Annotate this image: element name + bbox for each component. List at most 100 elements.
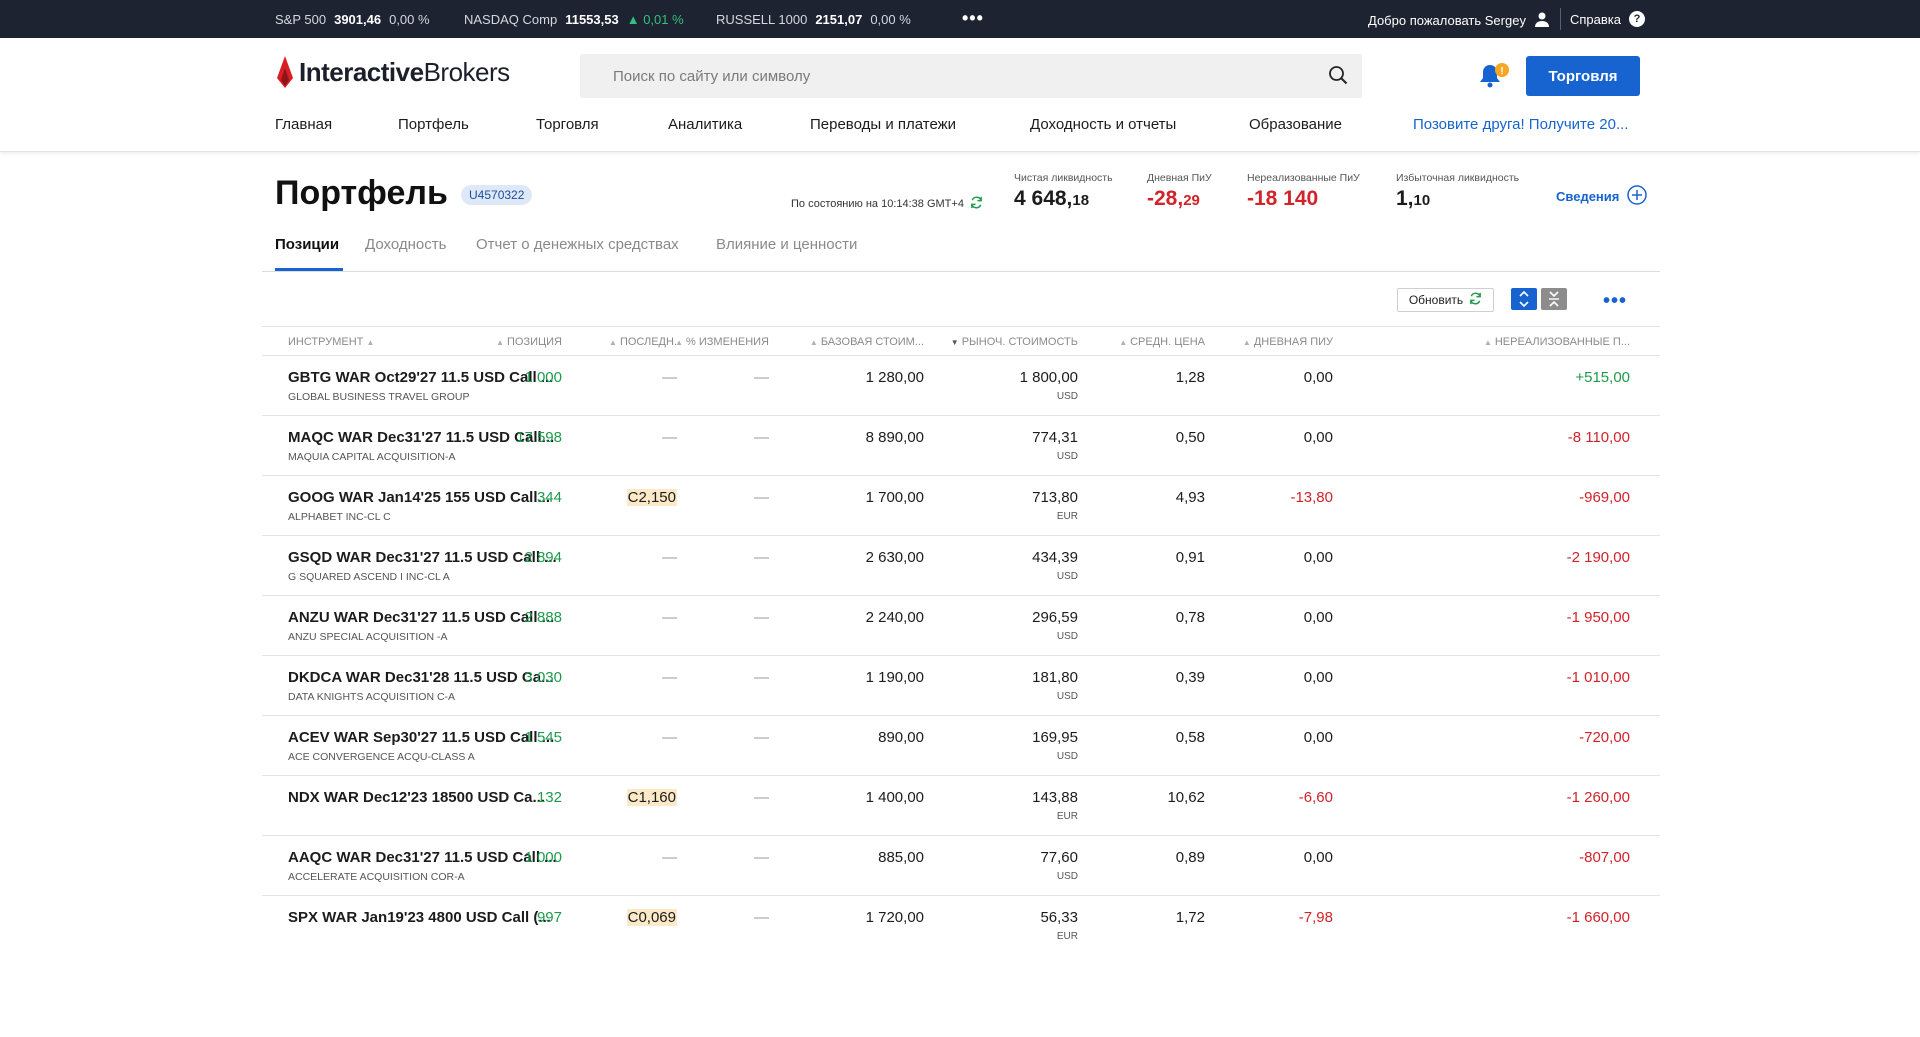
- refresh-button[interactable]: Обновить: [1397, 288, 1494, 312]
- change-percent: —: [754, 489, 769, 506]
- position-value: 2 894: [524, 549, 562, 566]
- trade-button[interactable]: Торговля: [1526, 56, 1640, 96]
- instrument-description: GLOBAL BUSINESS TRAVEL GROUP: [288, 391, 470, 403]
- table-row[interactable]: AAQC WAR Dec31'27 11.5 USD Call ... ACCE…: [262, 836, 1660, 896]
- details-button[interactable]: Сведения: [1556, 185, 1648, 208]
- metric-value: 4 648,18: [1014, 187, 1090, 210]
- ticker-quote-russell[interactable]: RUSSELL 1000 2151,07 0,00 %: [716, 12, 911, 27]
- instrument-symbol[interactable]: GOOG WAR Jan14'25 155 USD Call...: [288, 489, 550, 506]
- column-header-instrument[interactable]: ИНСТРУМЕНТ ▲: [288, 336, 375, 348]
- tab-positions[interactable]: Позиции: [275, 236, 340, 253]
- metric-net-liquidity: Чистая ликвидность 4 648,18: [1014, 172, 1113, 211]
- last-price: C2,150: [626, 489, 677, 506]
- market-value: 143,88: [1032, 789, 1078, 806]
- column-header-last[interactable]: ▲ ПОСЛЕДН.: [609, 336, 677, 348]
- column-header-position[interactable]: ▲ ПОЗИЦИЯ: [496, 336, 562, 348]
- daily-pnl: -13,80: [1290, 489, 1333, 506]
- change-percent: —: [754, 369, 769, 386]
- instrument-symbol[interactable]: ACEV WAR Sep30'27 11.5 USD Call ...: [288, 729, 555, 746]
- cost-basis: 1 190,00: [865, 669, 924, 686]
- ticker-quote-nasdaq[interactable]: NASDAQ Comp 11553,53 ▲ 0,01 %: [464, 12, 684, 27]
- ticker-more-button[interactable]: •••: [962, 8, 984, 28]
- metric-value: -18 140: [1247, 187, 1319, 210]
- average-price: 0,50: [1175, 429, 1205, 446]
- metric-unrealized-pnl: Нереализованные ПиУ -18 140: [1247, 172, 1360, 211]
- nav-item-performance[interactable]: Доходность и отчеты: [1030, 116, 1177, 133]
- column-header-unrealized-pnl[interactable]: ▲ НЕРЕАЛИЗОВАННЫЕ П...: [1483, 336, 1630, 348]
- instrument-symbol[interactable]: GBTG WAR Oct29'27 11.5 USD Call ...: [288, 369, 554, 386]
- tab-impact-values[interactable]: Влияние и ценности: [716, 236, 858, 253]
- change-percent: —: [754, 909, 769, 926]
- column-header-change-pct[interactable]: ▲% ИЗМЕНЕНИЯ: [675, 336, 769, 348]
- instrument-symbol[interactable]: ANZU WAR Dec31'27 11.5 USD Call ...: [288, 609, 555, 626]
- instrument-symbol[interactable]: AAQC WAR Dec31'27 11.5 USD Call ...: [288, 849, 557, 866]
- tab-cash-report[interactable]: Отчет о денежных средствах: [476, 236, 679, 253]
- tab-performance[interactable]: Доходность: [365, 236, 447, 253]
- metric-label: Избыточная ликвидность: [1396, 172, 1520, 184]
- table-row[interactable]: ACEV WAR Sep30'27 11.5 USD Call ... ACE …: [262, 716, 1660, 776]
- collapse-all-button[interactable]: [1541, 288, 1567, 310]
- change-percent: —: [754, 429, 769, 446]
- unrealized-pnl: -1 010,00: [1566, 669, 1630, 686]
- help-link[interactable]: Справка ?: [1570, 11, 1645, 27]
- table-row[interactable]: DKDCA WAR Dec31'28 11.5 USD Ca... DATA K…: [262, 656, 1660, 716]
- expand-all-button[interactable]: [1511, 288, 1537, 310]
- average-price: 0,39: [1175, 669, 1205, 686]
- user-menu[interactable]: Добро пожаловать Sergey: [1368, 11, 1550, 30]
- search-icon[interactable]: [1328, 65, 1348, 90]
- market-value-currency: USD: [1056, 391, 1078, 402]
- market-value-currency: USD: [1056, 751, 1078, 762]
- market-value-currency: EUR: [1056, 511, 1078, 522]
- table-row[interactable]: GOOG WAR Jan14'25 155 USD Call... ALPHAB…: [262, 476, 1660, 536]
- ticker-quote-sp500[interactable]: S&P 500 3901,46 0,00 %: [275, 12, 430, 27]
- interactive-brokers-logo[interactable]: InteractiveBrokers: [275, 56, 510, 88]
- instrument-symbol[interactable]: GSQD WAR Dec31'27 11.5 USD Call ...: [288, 549, 557, 566]
- unrealized-pnl: -807,00: [1579, 849, 1630, 866]
- last-price: —: [662, 669, 677, 686]
- position-value: 344: [536, 489, 562, 506]
- main-navigation: Главная Портфель Торговля Аналитика Пере…: [0, 114, 1920, 152]
- cost-basis: 1 700,00: [865, 489, 924, 506]
- nav-item-trade[interactable]: Торговля: [536, 116, 599, 133]
- position-value: 1 000: [524, 849, 562, 866]
- average-price: 0,78: [1175, 609, 1205, 626]
- nav-item-transfers[interactable]: Переводы и платежи: [810, 116, 957, 133]
- table-row[interactable]: SPX WAR Jan19'23 4800 USD Call (... 997 …: [262, 896, 1660, 956]
- last-price: —: [662, 849, 677, 866]
- metric-value: -28,29: [1147, 187, 1200, 210]
- nav-item-refer-friend[interactable]: Позовите друга! Получите 20...: [1413, 116, 1629, 133]
- instrument-symbol[interactable]: NDX WAR Dec12'23 18500 USD Ca...: [288, 789, 546, 806]
- column-header-avg-price[interactable]: ▲ СРЕДН. ЦЕНА: [1119, 336, 1205, 348]
- nav-item-research[interactable]: Аналитика: [668, 116, 743, 133]
- notifications-bell-icon[interactable]: !: [1478, 62, 1512, 95]
- search-input[interactable]: [580, 54, 1300, 98]
- nav-item-education[interactable]: Образование: [1249, 116, 1342, 133]
- ticker-name: S&P 500: [275, 12, 327, 27]
- nav-item-portfolio[interactable]: Портфель: [398, 116, 469, 133]
- search-box: [580, 54, 1362, 98]
- table-row[interactable]: GBTG WAR Oct29'27 11.5 USD Call ... GLOB…: [262, 356, 1660, 416]
- portfolio-tabs: Позиции Доходность Отчет о денежных сред…: [262, 228, 1660, 272]
- table-row[interactable]: GSQD WAR Dec31'27 11.5 USD Call ... G SQ…: [262, 536, 1660, 596]
- table-row[interactable]: ANZU WAR Dec31'27 11.5 USD Call ... ANZU…: [262, 596, 1660, 656]
- table-row[interactable]: MAQC WAR Dec31'27 11.5 USD Call... MAQUI…: [262, 416, 1660, 476]
- table-more-options-button[interactable]: •••: [1603, 290, 1628, 312]
- unrealized-pnl: +515,00: [1575, 369, 1630, 386]
- instrument-symbol[interactable]: SPX WAR Jan19'23 4800 USD Call (...: [288, 909, 551, 926]
- metric-daily-pnl: Дневная ПиУ -28,29: [1147, 172, 1212, 211]
- column-header-cost-basis[interactable]: ▲ БАЗОВАЯ СТОИМ...: [809, 336, 924, 348]
- table-row[interactable]: NDX WAR Dec12'23 18500 USD Ca... 132 C1,…: [262, 776, 1660, 836]
- column-header-market-value[interactable]: ▼ РЫНОЧ. СТОИМОСТЬ: [950, 336, 1078, 348]
- unrealized-pnl: -720,00: [1579, 729, 1630, 746]
- cost-basis: 1 720,00: [865, 909, 924, 926]
- instrument-symbol[interactable]: MAQC WAR Dec31'27 11.5 USD Call...: [288, 429, 555, 446]
- account-badge[interactable]: U4570322: [461, 185, 533, 205]
- column-header-daily-pnl[interactable]: ▲ ДНЕВНАЯ ПИУ: [1242, 336, 1333, 348]
- instrument-description: ALPHABET INC-CL C: [288, 511, 391, 523]
- nav-item-home[interactable]: Главная: [275, 116, 333, 133]
- last-price: C1,160: [626, 789, 677, 806]
- average-price: 0,58: [1175, 729, 1205, 746]
- instrument-symbol[interactable]: DKDCA WAR Dec31'28 11.5 USD Ca...: [288, 669, 554, 686]
- refresh-icon[interactable]: [970, 196, 983, 212]
- instrument-description: ACE CONVERGENCE ACQU-CLASS A: [288, 751, 475, 763]
